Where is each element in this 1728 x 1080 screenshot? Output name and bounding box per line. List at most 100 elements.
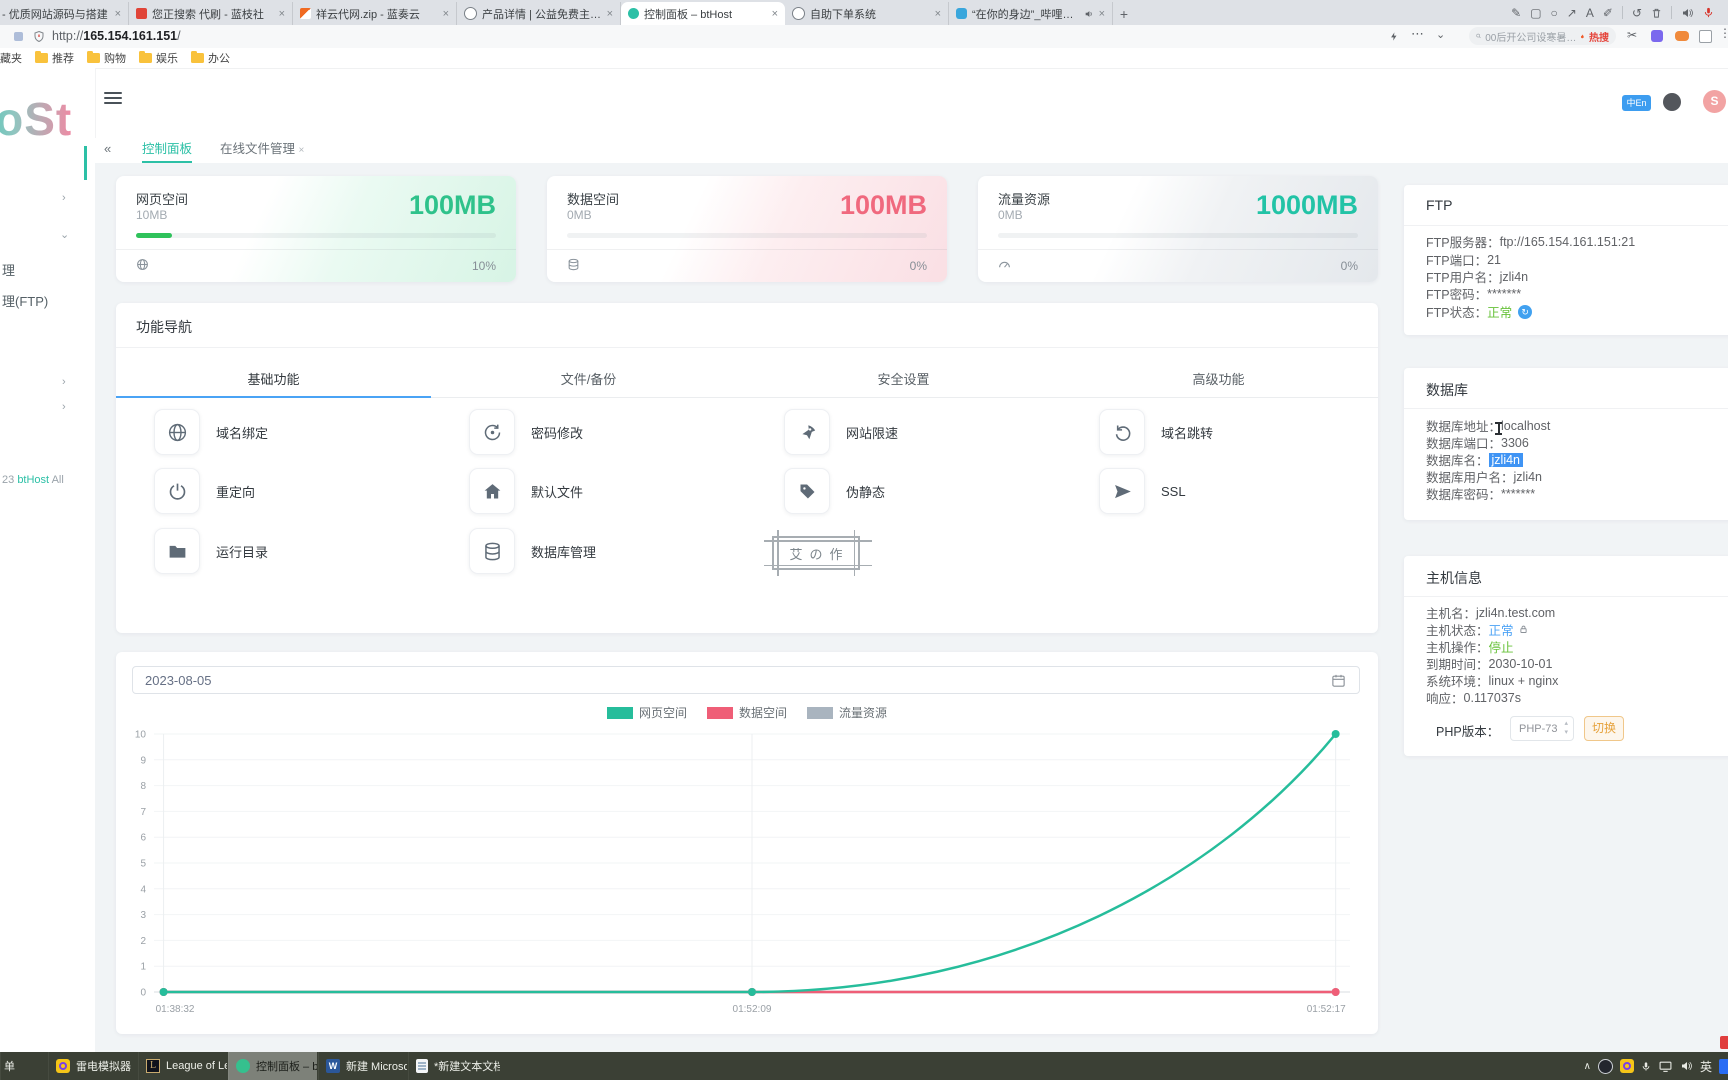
- feature-password-change[interactable]: 密码修改: [469, 409, 583, 455]
- tab-close-icon[interactable]: ×: [442, 7, 449, 20]
- lightning-icon[interactable]: [1389, 30, 1399, 43]
- feature-default-file[interactable]: 默认文件: [469, 468, 583, 514]
- chevron-down-icon[interactable]: ⌄: [1436, 29, 1446, 41]
- feature-tab-basic[interactable]: 基础功能: [116, 363, 431, 398]
- chevron-right-icon[interactable]: ›: [62, 401, 66, 413]
- chevron-right-icon[interactable]: ›: [62, 192, 66, 204]
- circle-icon[interactable]: ○: [1550, 5, 1558, 20]
- kebab-menu-icon[interactable]: ⋮: [1719, 26, 1728, 40]
- feature-domain-bind[interactable]: 域名绑定: [154, 409, 268, 455]
- pencil-icon[interactable]: ✎: [1511, 5, 1522, 20]
- theme-icon[interactable]: [1663, 93, 1681, 111]
- browser-tab-0[interactable]: 社 - 优质网站源码与搭建 ×: [0, 2, 129, 25]
- taskbar-item-notepad[interactable]: *新建文本文档.txt -…: [408, 1052, 500, 1080]
- rectangle-icon[interactable]: ▢: [1530, 5, 1542, 20]
- text-icon[interactable]: A: [1585, 5, 1594, 20]
- arrow-icon[interactable]: ↗: [1566, 5, 1577, 20]
- taskbar-item-bthost[interactable]: 控制面板 – btHost…: [228, 1052, 317, 1080]
- tab-close-icon[interactable]: ×: [934, 7, 941, 20]
- scissors-icon[interactable]: ✂: [1627, 28, 1638, 42]
- php-switch-button[interactable]: 切换: [1584, 716, 1624, 741]
- tab-close-icon[interactable]: ×: [278, 7, 285, 20]
- browser-tab-3[interactable]: 产品详情 | 公益免费主机互联 ×: [457, 2, 621, 25]
- url-field[interactable]: http://165.154.161.151/: [52, 29, 181, 43]
- panel-tab-dashboard[interactable]: 控制面板: [142, 138, 193, 163]
- display-network-icon[interactable]: [1658, 1060, 1673, 1073]
- feature-tab-files[interactable]: 文件/备份: [560, 372, 617, 387]
- tab-close-icon[interactable]: ×: [771, 7, 778, 20]
- volume-icon[interactable]: [1680, 1060, 1693, 1072]
- panel-tab-file-manager[interactable]: 在线文件管理 ×: [220, 138, 304, 161]
- ftp-restart-icon[interactable]: ↻: [1518, 304, 1533, 319]
- language-switch-badge[interactable]: 中En: [1622, 95, 1651, 111]
- browser-tab-5[interactable]: 自助下单系统 ×: [785, 2, 949, 25]
- taskbar-item-leidian[interactable]: 雷电模拟器: [48, 1052, 137, 1080]
- purple-extension-icon[interactable]: [1651, 30, 1663, 42]
- tray-expand-icon[interactable]: ∧: [1583, 1060, 1591, 1072]
- db-name-selected-text[interactable]: jzli4n: [1488, 452, 1524, 467]
- taskbar-item-word[interactable]: W 新建 Microsoft W…: [318, 1052, 407, 1080]
- microphone-icon[interactable]: [1703, 6, 1714, 19]
- date-picker-input[interactable]: 2023-08-05: [132, 666, 1360, 694]
- speaker-icon[interactable]: [1681, 7, 1694, 19]
- blue-tray-icon[interactable]: [1719, 1058, 1728, 1074]
- bookmark-folder-2[interactable]: 娱乐: [139, 50, 178, 66]
- feature-run-directory[interactable]: 运行目录: [154, 528, 268, 574]
- taskbar-item-cut[interactable]: 单: [0, 1052, 18, 1080]
- bthost-logo: hoSt: [0, 92, 72, 146]
- security-shield-icon[interactable]: [33, 30, 45, 43]
- feature-redirect[interactable]: 重定向: [154, 468, 255, 514]
- microphone-tray-icon[interactable]: [1641, 1060, 1651, 1073]
- trash-icon[interactable]: [1651, 7, 1662, 19]
- legend-item-traffic[interactable]: 流量资源: [807, 704, 887, 721]
- legend-item-web-space[interactable]: 网页空间: [606, 704, 687, 721]
- windows-taskbar: 单 雷电模拟器 L League of Legends 控制面板 – btHos…: [0, 1052, 1728, 1080]
- feature-tab-advanced[interactable]: 高级功能: [1192, 372, 1245, 387]
- hot-search-box[interactable]: 00后开公司设寒暑… 热搜: [1469, 27, 1616, 45]
- bookmark-folder-0[interactable]: 推荐: [35, 50, 74, 66]
- tab-close-icon[interactable]: ×: [1098, 7, 1105, 20]
- browser-tab-1[interactable]: 您正搜索 代刷 - 蓝枝社 ×: [129, 2, 293, 25]
- sidebar-toggle-icon[interactable]: [1699, 30, 1712, 43]
- legend-item-data-space[interactable]: 数据空间: [706, 704, 787, 721]
- browser-tab-4-active[interactable]: 控制面板 – btHost ×: [621, 2, 785, 25]
- php-version-value: PHP-73: [1519, 722, 1558, 735]
- brush-icon[interactable]: ✐: [1602, 5, 1613, 20]
- chevron-down-icon[interactable]: ⌄: [60, 229, 70, 241]
- extension-icon[interactable]: [14, 32, 23, 41]
- bookmark-folder-3[interactable]: 办公: [191, 50, 230, 66]
- host-stop-link[interactable]: 停止: [1488, 641, 1514, 655]
- game-controller-icon[interactable]: [1675, 31, 1689, 41]
- browser-tab-2[interactable]: 祥云代网.zip - 蓝奏云 ×: [293, 2, 457, 25]
- feature-label: SSL: [1161, 483, 1186, 499]
- chevron-right-icon[interactable]: ›: [62, 376, 66, 388]
- feature-tab-security[interactable]: 安全设置: [877, 372, 930, 387]
- bookmark-folder-1[interactable]: 购物: [87, 50, 126, 66]
- sidebar-item-file-manage[interactable]: 理: [2, 263, 16, 278]
- tab-close-icon[interactable]: ×: [606, 7, 613, 20]
- sidebar-item-ftp-manage[interactable]: 理(FTP): [2, 294, 49, 309]
- bookmark-partial[interactable]: 藏夹: [0, 53, 22, 65]
- new-tab-button[interactable]: +: [1119, 5, 1129, 22]
- tab-close-icon[interactable]: ×: [298, 145, 305, 156]
- tab-title: 您正搜索 代刷 - 蓝枝社: [152, 8, 264, 21]
- avatar[interactable]: S: [1703, 90, 1726, 113]
- undo-icon[interactable]: ↺: [1631, 5, 1642, 20]
- php-version-select[interactable]: PHP-73 ▴ ▾: [1510, 716, 1574, 741]
- hamburger-menu-icon[interactable]: [104, 92, 122, 106]
- calendar-icon[interactable]: [1331, 673, 1346, 688]
- more-tools-icon[interactable]: ⋯: [1411, 26, 1424, 41]
- feature-site-speed-limit[interactable]: 网站限速: [784, 409, 898, 455]
- leidian-tray-icon[interactable]: [1619, 1059, 1634, 1073]
- steam-icon[interactable]: [1597, 1058, 1613, 1074]
- feature-rewrite[interactable]: 伪静态: [784, 468, 885, 514]
- feature-domain-redirect[interactable]: 域名跳转: [1099, 409, 1213, 455]
- collapse-tabs-icon[interactable]: «: [104, 141, 112, 156]
- tab-audio-icon[interactable]: [1084, 9, 1094, 19]
- browser-tab-6[interactable]: “在你的身边”_哔哩哔哩_bi ×: [949, 2, 1113, 25]
- tab-close-icon[interactable]: ×: [114, 7, 121, 20]
- feature-ssl[interactable]: SSL: [1099, 468, 1186, 514]
- feature-database-manage[interactable]: 数据库管理: [469, 528, 596, 574]
- ime-indicator[interactable]: 英: [1699, 1059, 1712, 1074]
- taskbar-item-lol[interactable]: L League of Legends: [138, 1052, 227, 1080]
